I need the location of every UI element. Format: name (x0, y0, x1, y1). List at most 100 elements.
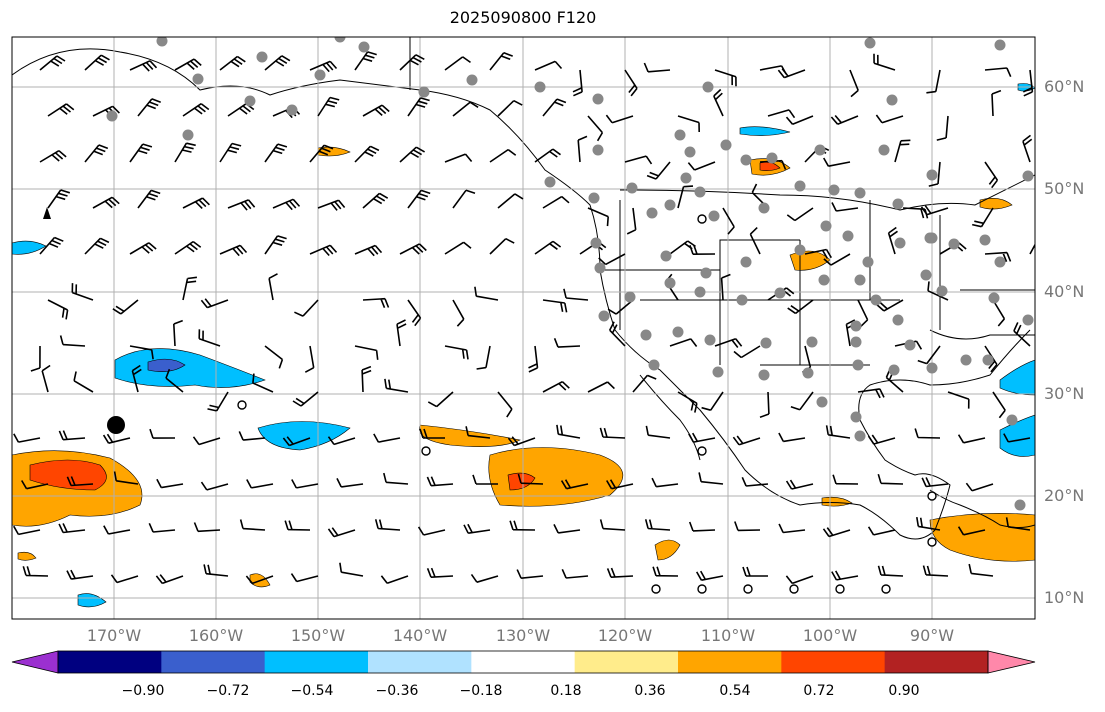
colorbar-segment (368, 651, 472, 673)
wind-barb (47, 189, 71, 209)
station-dot (334, 37, 346, 43)
wind-barb (182, 276, 198, 301)
wind-barb (632, 374, 657, 393)
wind-barb (677, 115, 700, 133)
wind-barb (599, 427, 626, 439)
wind-barb (227, 103, 255, 117)
wind-barb (534, 60, 563, 71)
station-dot (926, 232, 938, 244)
wind-barb (174, 240, 202, 255)
wind-barb (984, 161, 999, 189)
station-dot (694, 186, 706, 198)
wind-barb (39, 236, 64, 255)
gridlines (12, 37, 1035, 619)
station-dot (960, 354, 972, 366)
station-dot (852, 359, 864, 371)
station-dot (646, 207, 658, 219)
wind-barb (759, 391, 770, 419)
wind-barb (192, 436, 221, 446)
wind-barb (102, 433, 131, 444)
wind-barb (984, 67, 1012, 78)
wind-barb (182, 197, 210, 209)
station-dot (740, 256, 752, 268)
colorbar-tick-label: −0.18 (459, 683, 503, 699)
lon-label: 130°W (495, 626, 551, 645)
wind-barb (290, 573, 319, 583)
wind-barb (173, 319, 183, 347)
wind-barb (396, 319, 407, 347)
wind-barb (732, 435, 761, 446)
wind-barb (13, 433, 41, 443)
station-dot (1022, 170, 1034, 182)
wind-barb (174, 142, 196, 163)
station-dots (106, 37, 1034, 511)
station-dot (592, 144, 604, 156)
wind-barb (292, 391, 319, 407)
wind-barb (624, 155, 653, 165)
station-dot (700, 267, 712, 279)
station-dot (544, 176, 556, 188)
wind-barb (282, 436, 311, 447)
wind-barb (916, 516, 941, 531)
station-dot (864, 37, 876, 49)
wind-barb (516, 569, 544, 579)
wind-barb (156, 478, 184, 489)
wind-barb (920, 205, 949, 216)
tropical-marker (107, 416, 125, 434)
wind-barb (245, 575, 274, 585)
wind-barb (470, 573, 499, 583)
lat-label: 20°N (1044, 486, 1085, 505)
station-dot (106, 110, 118, 122)
station-dot (862, 256, 874, 268)
wind-barb (399, 54, 425, 71)
wind-barb (272, 198, 301, 211)
wind-barb (427, 391, 454, 408)
wind-barb (1005, 517, 1031, 531)
wind-barb (22, 566, 49, 577)
wind-barb (407, 299, 422, 327)
station-dot (640, 329, 652, 341)
wind-barb (687, 161, 716, 171)
station-dot (664, 277, 676, 289)
wind-barb (399, 243, 427, 255)
wind-barb (1022, 69, 1034, 97)
map-panel[interactable] (0, 0, 1105, 640)
colorbar-segment (161, 651, 266, 673)
wind-barb (336, 478, 364, 488)
wind-barb (21, 480, 49, 490)
wind-barb (534, 240, 562, 255)
wind-barb (129, 242, 157, 255)
wind-barb (560, 479, 589, 490)
lon-label: 120°W (597, 626, 653, 645)
wind-barb (947, 391, 970, 409)
wind-barb (219, 244, 248, 257)
station-dot (466, 74, 478, 86)
wind-barb (474, 286, 499, 301)
wind-barb (624, 69, 638, 97)
wind-barb (327, 436, 356, 446)
station-dot (758, 369, 770, 381)
wind-barb (534, 148, 561, 163)
wind-barb (92, 196, 120, 209)
colorbar-tick-label: −0.72 (206, 683, 250, 699)
wind-barb (867, 526, 896, 536)
wind-barb (553, 524, 581, 534)
wind-barb (66, 476, 94, 487)
wind-barb (587, 207, 609, 227)
station-dot (598, 310, 610, 322)
wind-barb (59, 335, 86, 347)
orange-blob (979, 198, 1013, 210)
wind-barb (148, 522, 176, 533)
wind-barb (626, 207, 637, 235)
station-dot (854, 274, 866, 286)
station-dot (286, 104, 298, 116)
wind-barb (193, 522, 221, 533)
station-dot (648, 359, 660, 371)
wind-barb (39, 150, 67, 163)
wind-barb (1013, 322, 1031, 347)
station-dot (888, 364, 900, 376)
station-dot (534, 81, 546, 93)
wind-barb (463, 523, 491, 534)
colorbar-segment (471, 651, 576, 673)
station-dot (806, 336, 818, 348)
